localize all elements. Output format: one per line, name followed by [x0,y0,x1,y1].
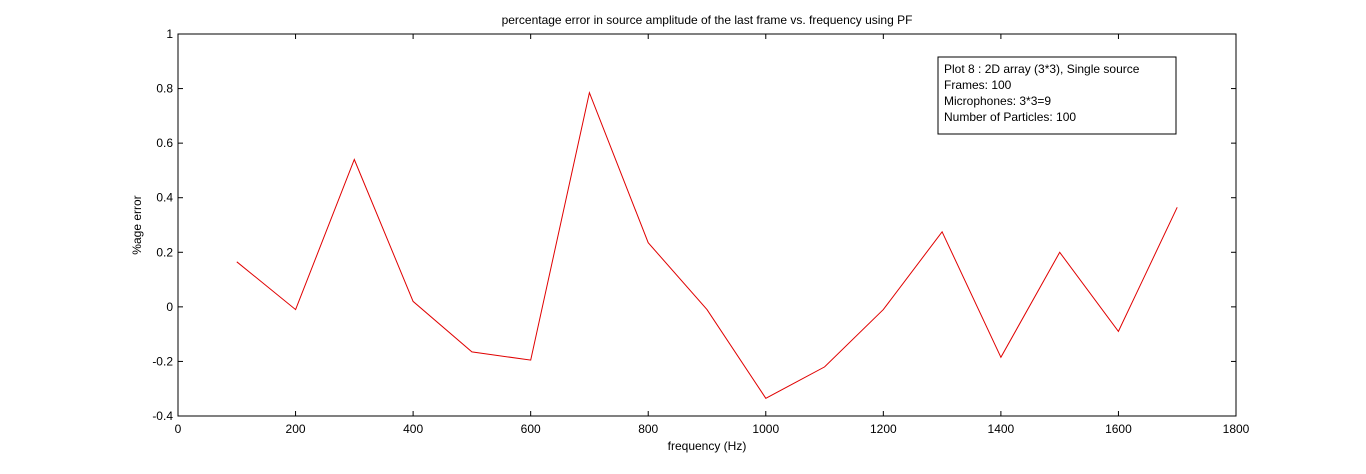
annotation-box-frame [937,56,1177,135]
annotation-box: Plot 8 : 2D array (3*3), Single source F… [937,56,1177,135]
y-tick-label: -0.2 [152,354,173,368]
x-tick-label: 1200 [870,422,897,436]
x-tick-label: 1800 [1223,422,1250,436]
x-tick-label: 1000 [752,422,779,436]
x-tick-label: 400 [403,422,423,436]
x-tick-label: 1600 [1105,422,1132,436]
y-tick-label: 0 [166,300,173,314]
series-line [236,90,1178,399]
annotation-line-microphones: Microphones: 3*3=9 [944,94,1051,108]
y-tick-label: -0.4 [152,409,173,423]
x-tick-label: 600 [521,422,541,436]
y-axis-ticks: -0.4 -0.2 0 0.2 0.4 0.6 0.8 1 [152,27,1236,423]
annotation-line-frames: Frames: 100 [944,78,1012,92]
y-tick-label: 0.8 [156,82,173,96]
y-tick-label: 0.4 [156,191,173,205]
x-axis-title: frequency (Hz) [668,439,747,453]
annotation-line-plot: Plot 8 : 2D array (3*3), Single source [944,62,1140,76]
annotation-line-particles: Number of Particles: 100 [944,110,1076,124]
x-tick-label: 800 [638,422,658,436]
x-tick-label: 200 [286,422,306,436]
series-layer [236,90,1178,399]
chart-title: percentage error in source amplitude of … [502,13,913,27]
x-tick-label: 0 [175,422,182,436]
y-tick-label: 0.2 [156,245,173,259]
x-tick-label: 1400 [988,422,1015,436]
y-tick-label: 0.6 [156,136,173,150]
x-axis-ticks: 0 200 400 600 800 1000 1200 1400 1600 1800 [175,34,1250,436]
y-tick-label: 1 [166,27,173,41]
y-axis-title: %age error [130,195,144,254]
